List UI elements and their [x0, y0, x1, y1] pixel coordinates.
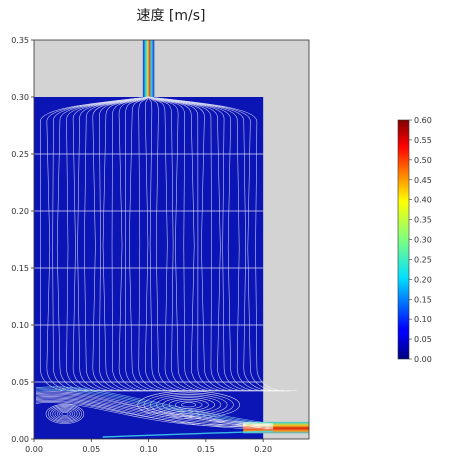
- y-tick-label: 0.35: [11, 36, 29, 45]
- y-axis: 0.00 0.05 0.10 0.15 0.20 0.25 0.30 0.35: [11, 36, 34, 444]
- vortex-streamline: [181, 402, 197, 408]
- streamline: [111, 96, 153, 392]
- streamline: [92, 96, 149, 392]
- streamline: [35, 396, 274, 427]
- streamline: [35, 388, 274, 427]
- x-tick-label: 0.00: [25, 445, 43, 454]
- vortex-streamline: [50, 406, 80, 422]
- streamline: [145, 96, 186, 392]
- colorbar-gradient: [397, 119, 410, 360]
- streamline: [138, 96, 179, 392]
- streamline: [148, 96, 232, 392]
- streamline: [35, 387, 274, 426]
- streamline: [52, 96, 149, 392]
- streamline: [118, 96, 160, 392]
- vortex-streamline: [143, 392, 234, 418]
- streamline: [102, 96, 149, 392]
- streamline: [148, 96, 245, 392]
- streamline: [148, 96, 219, 392]
- y-tick-label: 0.30: [11, 93, 29, 102]
- x-tick-label: 0.10: [140, 445, 158, 454]
- colorbar-tick-label: 0.25: [414, 255, 432, 264]
- x-tick-label: 0.15: [197, 445, 215, 454]
- vortex-streamline: [174, 400, 203, 409]
- colorbar-tick-label: 0.10: [414, 315, 432, 324]
- y-tick-label: 0.20: [11, 207, 29, 216]
- streamline: [46, 96, 149, 392]
- vortex-streamline: [149, 394, 228, 416]
- streamline: [35, 402, 274, 427]
- streamline: [148, 96, 206, 392]
- inlet-jet: [142, 40, 155, 97]
- vortex-streamline: [52, 407, 78, 421]
- colorbar-tick-label: 0.00: [414, 355, 432, 364]
- x-axis: 0.00 0.05 0.10 0.15 0.20: [25, 439, 272, 454]
- colorbar: 0.00 0.05 0.10 0.15 0.20 0.25 0.30 0.35 0.40 0.45…: [397, 116, 432, 364]
- streamline: [128, 96, 173, 392]
- streamline: [35, 395, 274, 426]
- streamline: [148, 96, 192, 392]
- vortex-streamline: [47, 405, 82, 423]
- streamline: [77, 96, 149, 392]
- streamline: [35, 393, 274, 425]
- streamline: [66, 96, 149, 392]
- streamline: [148, 96, 238, 392]
- outlet-jet: [243, 421, 309, 434]
- streamline: [148, 96, 212, 392]
- y-tick-label: 0.25: [11, 150, 29, 159]
- streamline: [102, 430, 274, 438]
- vortex-streamline: [61, 411, 69, 416]
- vortex-streamline: [59, 410, 71, 418]
- colorbar-tick-label: 0.50: [414, 156, 432, 165]
- vortex-streamline: [162, 397, 215, 413]
- colorbar-tick-label: 0.40: [414, 196, 432, 205]
- streamline: [35, 386, 274, 425]
- streamline: [99, 96, 149, 392]
- streamline: [148, 96, 225, 392]
- vortex-streamline: [54, 408, 76, 420]
- streamline: [84, 96, 149, 392]
- vortex-streamline: [156, 395, 222, 414]
- vortex-streamline: [56, 409, 73, 419]
- chart-title: 速度 [m/s]: [136, 8, 205, 24]
- x-tick-label: 0.20: [254, 445, 272, 454]
- y-tick-label: 0.00: [11, 435, 29, 444]
- colorbar-tick-label: 0.35: [414, 216, 432, 225]
- vortex-streamline: [137, 390, 240, 419]
- colorbar-tick-label: 0.20: [414, 275, 432, 284]
- plot-area: [33, 39, 310, 440]
- streamline: [35, 399, 274, 430]
- colorbar-tick-label: 0.15: [414, 295, 432, 304]
- y-tick-label: 0.10: [11, 321, 29, 330]
- vortex-streamline: [168, 399, 209, 411]
- colorbar-tick-label: 0.55: [414, 136, 432, 145]
- colorbar-tick-label: 0.05: [414, 335, 432, 344]
- streamline: [125, 96, 166, 392]
- streamline: [35, 401, 274, 426]
- colorbar-tick-label: 0.45: [414, 176, 432, 185]
- y-tick-label: 0.15: [11, 264, 29, 273]
- colorbar-tick-label: 0.60: [414, 116, 432, 125]
- plot-frame: [33, 39, 310, 440]
- y-tick-label: 0.05: [11, 378, 29, 387]
- streamlines: [34, 96, 297, 438]
- streamline: [148, 96, 199, 392]
- colorbar-tick-label: 0.30: [414, 236, 432, 245]
- vortex-streamline: [45, 404, 85, 424]
- x-tick-label: 0.05: [82, 445, 100, 454]
- streamline: [148, 96, 297, 392]
